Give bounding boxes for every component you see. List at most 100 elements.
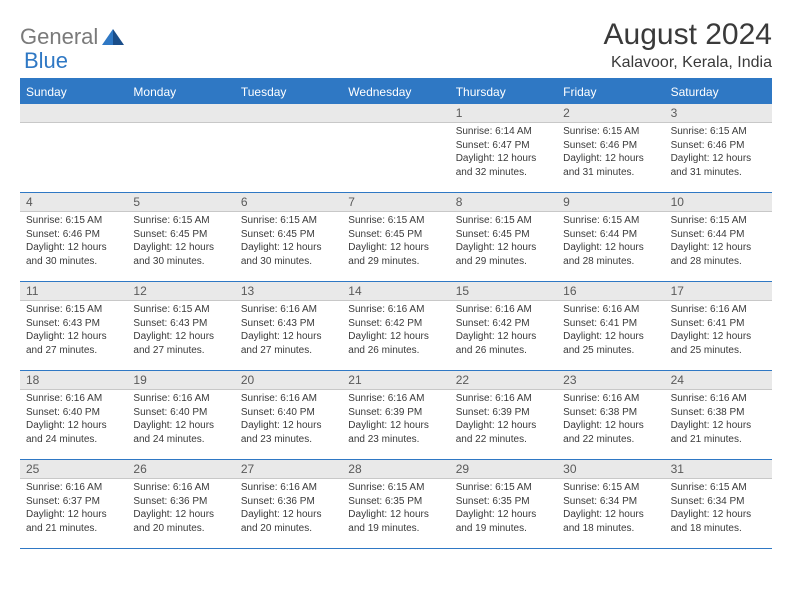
day-number-strip: 27 <box>235 460 342 479</box>
day-number-strip: 19 <box>127 371 234 390</box>
day-info: Sunrise: 6:15 AMSunset: 6:45 PMDaylight:… <box>456 214 551 268</box>
day-number-strip: . <box>235 104 342 123</box>
day-cell: 27Sunrise: 6:16 AMSunset: 6:36 PMDayligh… <box>235 460 342 548</box>
weekday-header: Friday <box>557 80 664 104</box>
day-cell: 1 Sunrise: 6:14 AMSunset: 6:47 PMDaylight… <box>450 104 557 192</box>
day-cell: 23 Sunrise: 6:16 AMSunset: 6:38 PMDayligh… <box>557 371 664 459</box>
day-info: Sunrise: 6:15 AMSunset: 6:43 PMDaylight:… <box>26 303 121 357</box>
day-number: 16 <box>563 284 658 298</box>
day-number: 10 <box>671 195 766 209</box>
header: General August 2024 Kalavoor, Kerala, In… <box>20 18 772 72</box>
day-number-strip: . <box>20 104 127 123</box>
title-block: August 2024 Kalavoor, Kerala, India <box>604 18 772 72</box>
day-number: 29 <box>456 462 551 476</box>
day-info: Sunrise: 6:15 AMSunset: 6:44 PMDaylight:… <box>563 214 658 268</box>
day-number: 15 <box>456 284 551 298</box>
day-number-strip: 26 <box>127 460 234 479</box>
week-row: 4Sunrise: 6:15 AMSunset: 6:46 PMDaylight… <box>20 193 772 282</box>
day-number-strip: 11 <box>20 282 127 301</box>
day-cell: 24 Sunrise: 6:16 AMSunset: 6:38 PMDayligh… <box>665 371 772 459</box>
day-number: 12 <box>133 284 228 298</box>
day-number-strip: 20 <box>235 371 342 390</box>
weekday-header: Tuesday <box>235 80 342 104</box>
day-cell: 16Sunrise: 6:16 AMSunset: 6:41 PMDayligh… <box>557 282 664 370</box>
day-info: Sunrise: 6:16 AMSunset: 6:36 PMDaylight:… <box>133 481 228 535</box>
day-info: Sunrise: 6:16 AMSunset: 6:39 PMDaylight:… <box>456 392 551 446</box>
day-number: 27 <box>241 462 336 476</box>
day-cell: . <box>235 104 342 192</box>
day-number-strip: 23 <box>557 371 664 390</box>
day-info: Sunrise: 6:16 AMSunset: 6:40 PMDaylight:… <box>26 392 121 446</box>
day-cell: 3Sunrise: 6:15 AMSunset: 6:46 PMDaylight… <box>665 104 772 192</box>
day-number-strip: 25 <box>20 460 127 479</box>
day-number: 4 <box>26 195 121 209</box>
day-number: 6 <box>241 195 336 209</box>
day-number-strip: 4 <box>20 193 127 212</box>
week-row: 11 Sunrise: 6:15 AMSunset: 6:43 PMDayligh… <box>20 282 772 371</box>
day-number: 23 <box>563 373 658 387</box>
day-cell: 8Sunrise: 6:15 AMSunset: 6:45 PMDaylight… <box>450 193 557 281</box>
weekday-header: Wednesday <box>342 80 449 104</box>
weeks-container: ....1Sunrise: 6:14 AMSunset: 6:47 PMDayl… <box>20 104 772 549</box>
day-number: 28 <box>348 462 443 476</box>
day-number: 14 <box>348 284 443 298</box>
day-cell: . <box>342 104 449 192</box>
day-cell: 30Sunrise: 6:15 AMSunset: 6:34 PMDayligh… <box>557 460 664 548</box>
day-number: 22 <box>456 373 551 387</box>
weekday-header: Thursday <box>450 80 557 104</box>
day-cell: 28Sunrise: 6:15 AMSunset: 6:35 PMDayligh… <box>342 460 449 548</box>
day-info: Sunrise: 6:16 AMSunset: 6:39 PMDaylight:… <box>348 392 443 446</box>
day-info: Sunrise: 6:15 AMSunset: 6:43 PMDaylight:… <box>133 303 228 357</box>
day-cell: 9Sunrise: 6:15 AMSunset: 6:44 PMDaylight… <box>557 193 664 281</box>
day-number-strip: 3 <box>665 104 772 123</box>
day-number: 20 <box>241 373 336 387</box>
day-number: 17 <box>671 284 766 298</box>
day-number-strip: 13 <box>235 282 342 301</box>
day-number-strip: 24 <box>665 371 772 390</box>
day-number: 19 <box>133 373 228 387</box>
day-cell: 11 Sunrise: 6:15 AMSunset: 6:43 PMDayligh… <box>20 282 127 370</box>
day-number-strip: 28 <box>342 460 449 479</box>
day-info: Sunrise: 6:15 AMSunset: 6:45 PMDaylight:… <box>241 214 336 268</box>
day-info: Sunrise: 6:16 AMSunset: 6:37 PMDaylight:… <box>26 481 121 535</box>
day-cell: 21 Sunrise: 6:16 AMSunset: 6:39 PMDayligh… <box>342 371 449 459</box>
day-info: Sunrise: 6:16 AMSunset: 6:43 PMDaylight:… <box>241 303 336 357</box>
day-cell: 18 Sunrise: 6:16 AMSunset: 6:40 PMDayligh… <box>20 371 127 459</box>
day-cell: 25 Sunrise: 6:16 AMSunset: 6:37 PMDayligh… <box>20 460 127 548</box>
week-row: 25 Sunrise: 6:16 AMSunset: 6:37 PMDayligh… <box>20 460 772 549</box>
day-number-strip: 21 <box>342 371 449 390</box>
day-number: 30 <box>563 462 658 476</box>
day-info: Sunrise: 6:16 AMSunset: 6:38 PMDaylight:… <box>671 392 766 446</box>
day-number: 3 <box>671 106 766 120</box>
brand-part1: General <box>20 24 98 50</box>
day-number-strip: 18 <box>20 371 127 390</box>
weekday-header: Saturday <box>665 80 772 104</box>
day-info: Sunrise: 6:14 AMSunset: 6:47 PMDaylight:… <box>456 125 551 179</box>
day-number: 26 <box>133 462 228 476</box>
weekday-header: Monday <box>127 80 234 104</box>
day-info: Sunrise: 6:15 AMSunset: 6:44 PMDaylight:… <box>671 214 766 268</box>
day-info: Sunrise: 6:16 AMSunset: 6:41 PMDaylight:… <box>671 303 766 357</box>
day-number: 25 <box>26 462 121 476</box>
day-cell: 6 Sunrise: 6:15 AMSunset: 6:45 PMDaylight… <box>235 193 342 281</box>
day-cell: 14Sunrise: 6:16 AMSunset: 6:42 PMDayligh… <box>342 282 449 370</box>
day-cell: 22 Sunrise: 6:16 AMSunset: 6:39 PMDayligh… <box>450 371 557 459</box>
day-info: Sunrise: 6:15 AMSunset: 6:45 PMDaylight:… <box>348 214 443 268</box>
day-cell: 17 Sunrise: 6:16 AMSunset: 6:41 PMDayligh… <box>665 282 772 370</box>
day-cell: 12 Sunrise: 6:15 AMSunset: 6:43 PMDayligh… <box>127 282 234 370</box>
day-number-strip: 29 <box>450 460 557 479</box>
day-info: Sunrise: 6:15 AMSunset: 6:35 PMDaylight:… <box>456 481 551 535</box>
day-number: 31 <box>671 462 766 476</box>
month-title: August 2024 <box>604 18 772 52</box>
day-number-strip: 5 <box>127 193 234 212</box>
day-number-strip: 14 <box>342 282 449 301</box>
day-info: Sunrise: 6:15 AMSunset: 6:45 PMDaylight:… <box>133 214 228 268</box>
day-number: 11 <box>26 284 121 298</box>
day-cell: 13 Sunrise: 6:16 AMSunset: 6:43 PMDayligh… <box>235 282 342 370</box>
day-info: Sunrise: 6:16 AMSunset: 6:38 PMDaylight:… <box>563 392 658 446</box>
day-cell: 7Sunrise: 6:15 AMSunset: 6:45 PMDaylight… <box>342 193 449 281</box>
day-number-strip: 22 <box>450 371 557 390</box>
day-cell: 26 Sunrise: 6:16 AMSunset: 6:36 PMDayligh… <box>127 460 234 548</box>
day-number-strip: 1 <box>450 104 557 123</box>
week-row: ....1Sunrise: 6:14 AMSunset: 6:47 PMDayl… <box>20 104 772 193</box>
